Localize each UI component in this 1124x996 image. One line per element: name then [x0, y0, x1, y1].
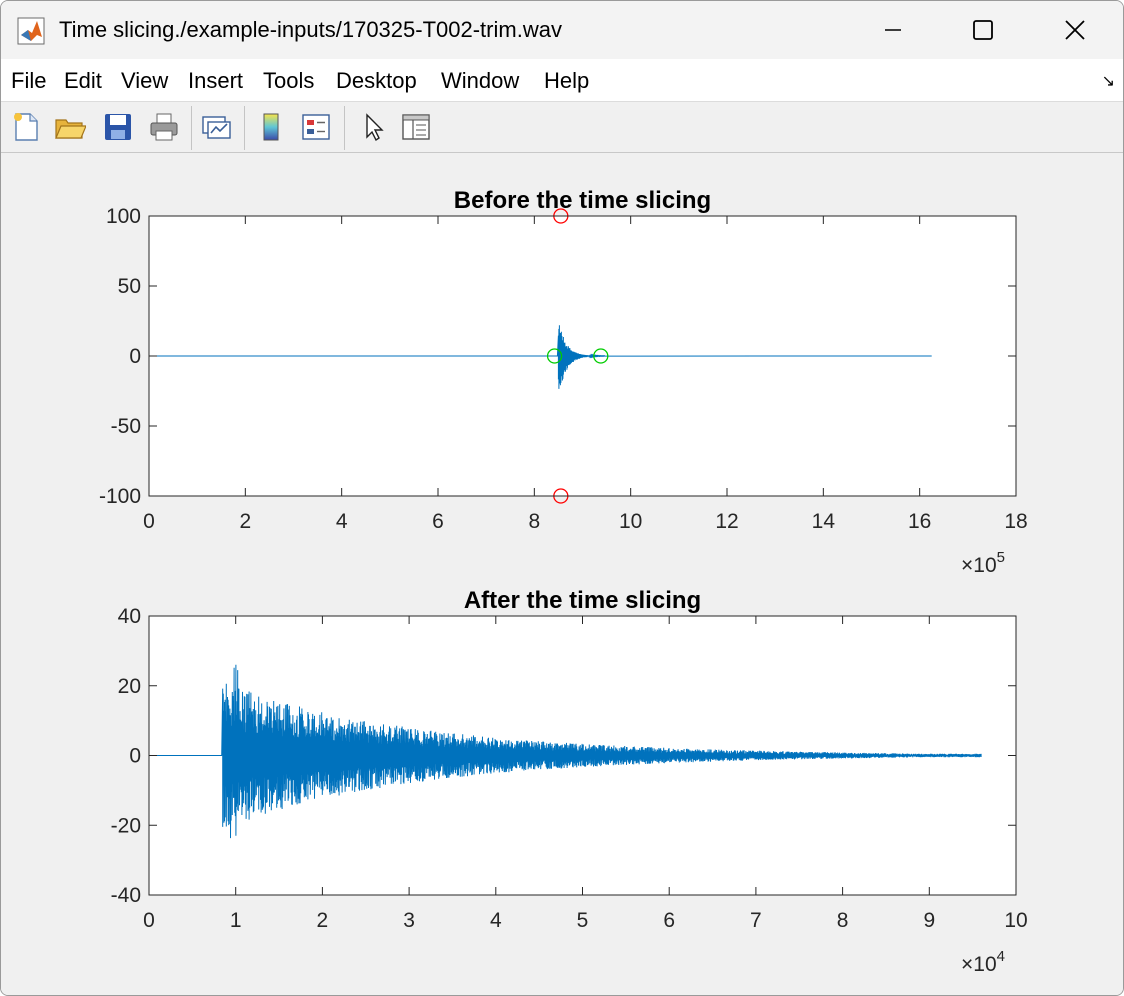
x-tick-label: 6	[663, 909, 675, 932]
x-tick-label: 1	[230, 909, 242, 932]
axes-title: Before the time slicing	[454, 187, 711, 214]
y-tick-label: -20	[111, 814, 141, 837]
edit-plot-pointer-icon	[366, 113, 384, 142]
new-figure-icon	[14, 113, 38, 141]
x-tick-label: 8	[837, 909, 849, 932]
save-icon	[105, 114, 131, 140]
x-tick-label: 2	[317, 909, 329, 932]
y-tick-label: 0	[129, 745, 141, 768]
y-tick-label: 50	[118, 275, 141, 298]
figure-canvas[interactable]: 0 2 4 6 8 10 12 14 16 18 -100 -50 0 50 100 ×105 Before t…	[1, 153, 1123, 995]
y-tick-label: 20	[118, 675, 141, 698]
dock-figure-icon[interactable]: ↘	[1101, 73, 1115, 90]
menu-help[interactable]: Help	[544, 68, 590, 93]
menu-edit[interactable]: Edit	[64, 68, 102, 93]
x-tick-label: 14	[812, 510, 836, 533]
signal-line	[149, 664, 982, 839]
x-tick-label: 8	[528, 510, 540, 533]
toolbar-separator	[344, 106, 345, 150]
menu-tools[interactable]: Tools	[263, 68, 315, 93]
y-tick-label: -40	[111, 884, 141, 907]
axes-title: After the time slicing	[464, 587, 701, 614]
matlab-logo-icon	[17, 17, 45, 45]
property-inspector-icon	[402, 114, 430, 140]
figure-toolbar	[1, 102, 1123, 153]
x-tick-label: 7	[750, 909, 762, 932]
insert-colorbar-icon	[263, 113, 279, 141]
x-exponent-label: ×104	[961, 948, 1005, 976]
insert-legend-icon	[302, 114, 330, 140]
link-plot-icon	[202, 116, 231, 139]
y-tick-label: 40	[118, 605, 141, 628]
menu-view[interactable]: View	[121, 68, 169, 93]
y-tick-label: 100	[106, 205, 141, 228]
new-figure-button[interactable]	[9, 110, 43, 144]
y-tick-label: -50	[111, 415, 141, 438]
x-exponent-label: ×105	[961, 549, 1005, 577]
open-file-button[interactable]	[53, 110, 87, 144]
y-tick-label: -100	[99, 485, 141, 508]
minimize-icon	[885, 29, 901, 31]
x-tick-label: 3	[403, 909, 415, 932]
link-plot-button[interactable]	[199, 110, 233, 144]
window-title: Time slicing./example-inputs/170325-T002…	[59, 17, 562, 42]
toolbar-separator	[244, 106, 245, 150]
menu-window[interactable]: Window	[441, 68, 520, 93]
maximize-button[interactable]	[937, 1, 1029, 59]
x-tick-label: 2	[239, 510, 251, 533]
x-tick-label: 10	[1004, 909, 1027, 932]
menu-insert[interactable]: Insert	[188, 68, 244, 93]
axes-2: 0 1 2 3 4 5 6 7 8 9 10 -40 -20 0 20 40 ×104 After the tim…	[111, 587, 1028, 976]
open-file-icon	[55, 119, 86, 139]
edit-plot-button[interactable]	[357, 110, 391, 144]
x-tick-label: 18	[1004, 510, 1027, 533]
x-tick-label: 4	[336, 510, 348, 533]
print-button[interactable]	[147, 110, 181, 144]
marker-circle	[593, 348, 609, 364]
toolbar-separator	[191, 106, 192, 150]
x-tick-label: 9	[923, 909, 935, 932]
insert-legend-button[interactable]	[299, 110, 333, 144]
property-inspector-button[interactable]	[399, 110, 433, 144]
insert-colorbar-button[interactable]	[254, 110, 288, 144]
maximize-icon	[973, 20, 993, 40]
save-button[interactable]	[101, 110, 135, 144]
x-tick-label: 6	[432, 510, 444, 533]
title-bar[interactable]: Time slicing./example-inputs/170325-T002…	[1, 1, 1123, 59]
close-button[interactable]	[1029, 1, 1121, 59]
close-icon	[1065, 20, 1085, 40]
x-tick-label: 5	[577, 909, 589, 932]
print-icon	[150, 113, 178, 141]
x-tick-label: 16	[908, 510, 931, 533]
x-tick-label: 12	[715, 510, 738, 533]
x-tick-label: 0	[143, 909, 155, 932]
x-tick-label: 4	[490, 909, 502, 932]
axes-1: 0 2 4 6 8 10 12 14 16 18 -100 -50 0 50 100 ×105 Before t…	[99, 187, 1028, 577]
menu-file[interactable]: File	[11, 68, 47, 93]
x-tick-label: 0	[143, 510, 155, 533]
menu-desktop[interactable]: Desktop	[336, 68, 417, 93]
minimize-button[interactable]	[847, 1, 939, 59]
x-tick-label: 10	[619, 510, 642, 533]
signal-line	[149, 325, 932, 389]
menu-bar: File Edit View Insert Tools Desktop Wind…	[1, 59, 1123, 102]
marker-circle	[546, 348, 563, 364]
y-tick-label: 0	[129, 345, 141, 368]
